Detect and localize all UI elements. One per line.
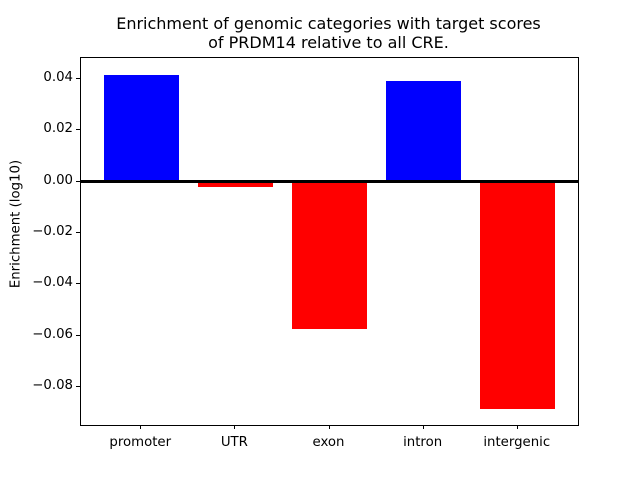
- y-tick-mark: [76, 385, 80, 387]
- bar-promoter: [103, 74, 179, 182]
- bar-intron: [385, 81, 462, 182]
- x-tick-mark: [328, 425, 330, 429]
- x-tick-mark: [234, 425, 236, 429]
- chart-title-line-1: Enrichment of genomic categories with ta…: [116, 14, 541, 33]
- x-tick-label-intron: intron: [403, 435, 443, 450]
- zero-line: [81, 180, 578, 184]
- x-tick-mark: [422, 425, 424, 429]
- y-tick-mark: [76, 77, 80, 79]
- y-tick-mark: [76, 180, 80, 182]
- bar-intergenic: [480, 181, 556, 409]
- y-tick-label: −0.08: [32, 377, 73, 393]
- x-tick-label-intergenic: intergenic: [483, 435, 551, 450]
- x-tick-label-promoter: promoter: [109, 435, 172, 450]
- y-tick-label: −0.02: [32, 223, 73, 239]
- x-tick-label-UTR: UTR: [220, 435, 248, 450]
- y-tick-mark: [76, 283, 80, 285]
- y-tick-label: 0.04: [43, 69, 73, 85]
- plot-area: [80, 57, 579, 426]
- y-tick-mark: [76, 231, 80, 233]
- bar-UTR: [197, 181, 274, 188]
- bar-exon: [291, 181, 368, 330]
- x-tick-mark: [140, 425, 142, 429]
- x-tick-label-exon: exon: [312, 435, 345, 450]
- y-tick-label: 0.00: [43, 172, 73, 188]
- x-tick-mark: [516, 425, 518, 429]
- y-tick-label: −0.04: [32, 275, 73, 291]
- chart-title-line-2: of PRDM14 relative to all CRE.: [208, 33, 449, 53]
- y-tick-label: 0.02: [43, 121, 73, 137]
- y-tick-mark: [76, 129, 80, 131]
- chart-title: Enrichment of genomic categories with ta…: [80, 14, 577, 52]
- y-tick-mark: [76, 334, 80, 336]
- y-tick-label: −0.06: [32, 326, 73, 342]
